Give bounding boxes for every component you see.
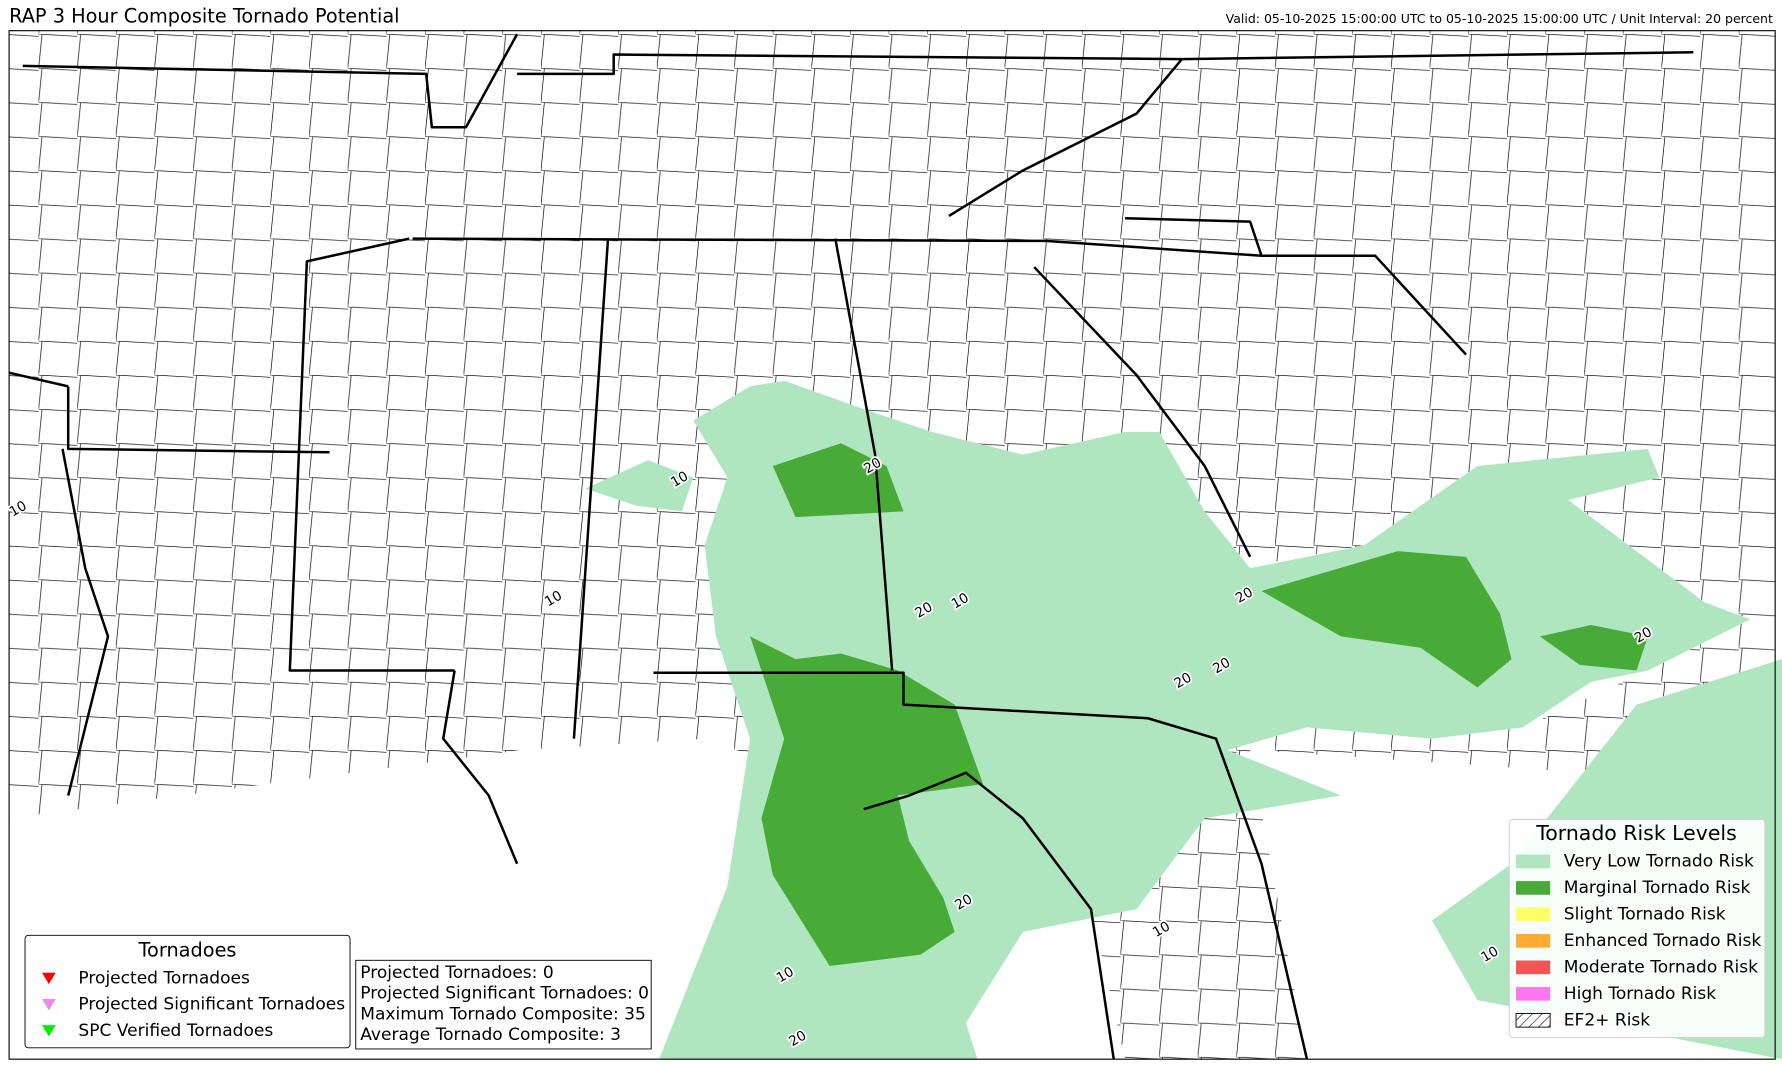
legend-label: Marginal Tornado Risk	[1564, 878, 1751, 898]
legend-title: Tornado Risk Levels	[1535, 821, 1736, 845]
legend-label: Projected Significant Tornadoes	[78, 995, 345, 1015]
stats-frame	[355, 959, 652, 1050]
legend-swatch	[1515, 1013, 1551, 1028]
legend-label: Enhanced Tornado Risk	[1564, 931, 1762, 951]
legend-swatch	[1516, 960, 1551, 975]
legend-swatch	[1516, 987, 1551, 1001]
legend-label: High Tornado Risk	[1564, 984, 1717, 1004]
valid-time: Valid: 05-10-2025 15:00:00 UTC to 05-10-…	[1226, 11, 1773, 26]
legend-label: Very Low Tornado Risk	[1564, 851, 1754, 871]
stat-line: Projected Significant Tornadoes: 0	[360, 984, 649, 1004]
legend-label: Moderate Tornado Risk	[1564, 957, 1758, 977]
legend-label: SPC Verified Tornadoes	[78, 1021, 273, 1041]
marginal-risk-area	[772, 443, 904, 518]
marginal-risk-area	[1539, 625, 1648, 671]
state-borders	[61, 448, 519, 865]
legend-box	[24, 934, 351, 1049]
stat-line: Average Tornado Composite: 3	[360, 1025, 621, 1045]
marginal-risk-area	[1261, 551, 1512, 688]
legend-marker	[42, 998, 56, 1011]
risk-legend: Tornado Risk Levels Very Low Tornado Ris…	[1508, 818, 1766, 1039]
legend-title: Tornadoes	[138, 939, 237, 962]
legend-swatch	[1516, 881, 1551, 895]
legend-label: Projected Tornadoes	[78, 968, 250, 988]
map-frame	[8, 30, 1776, 1060]
state-borders	[8, 33, 1694, 1060]
marginal-risk-area	[750, 636, 984, 966]
legend-marker	[42, 972, 56, 985]
legend-swatch	[1516, 907, 1551, 922]
legend-marker	[42, 1025, 56, 1037]
map	[8, 30, 1782, 1060]
stat-line: Projected Tornadoes: 0	[360, 963, 553, 983]
legend-label: Slight Tornado Risk	[1564, 904, 1726, 924]
legend-swatch	[1516, 934, 1551, 948]
stat-line: Maximum Tornado Composite: 35	[360, 1004, 646, 1024]
tornado-legend: Tornadoes Projected Tornadoes Projected S…	[24, 934, 351, 1049]
title: RAP 3 Hour Composite Tornado Potential	[9, 5, 399, 28]
legend-box	[1508, 818, 1766, 1039]
very-low-risk-area	[585, 460, 694, 512]
legend-swatch	[1516, 854, 1551, 869]
legend-label: EF2+ Risk	[1564, 1010, 1651, 1030]
